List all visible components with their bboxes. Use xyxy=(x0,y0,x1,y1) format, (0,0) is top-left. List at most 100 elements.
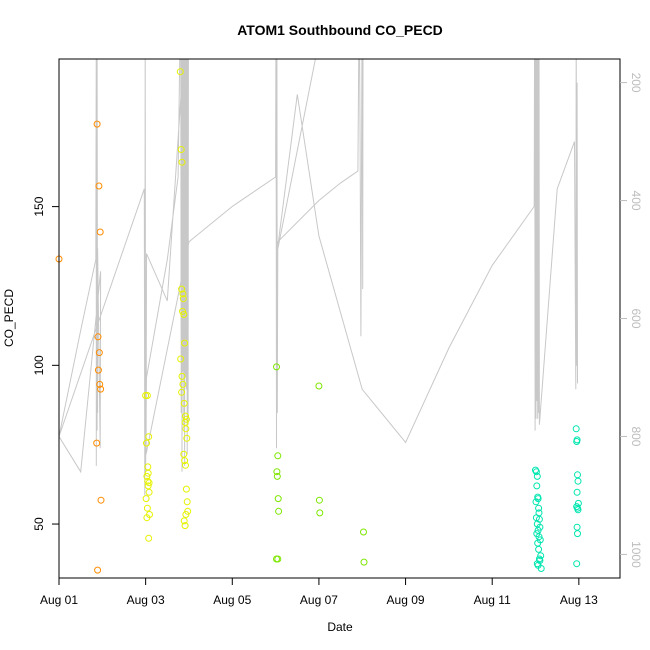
data-point xyxy=(179,380,187,388)
data-point xyxy=(143,392,151,399)
data-point xyxy=(180,399,188,407)
data-point xyxy=(532,468,540,476)
data-point xyxy=(96,228,104,236)
data-point xyxy=(182,425,190,433)
data-point xyxy=(177,146,185,153)
y-tick-label: 50 xyxy=(32,517,46,531)
data-point xyxy=(95,182,103,190)
data-point xyxy=(273,363,280,371)
data-point xyxy=(182,415,190,423)
data-point xyxy=(97,385,105,393)
data-point xyxy=(143,439,150,447)
data-point xyxy=(178,158,186,166)
data-point xyxy=(144,482,152,490)
right-y-tick-label: 1000 xyxy=(629,541,643,568)
data-point xyxy=(145,534,153,542)
data-point xyxy=(182,461,189,469)
data-point xyxy=(94,366,102,374)
right-y-tick-label: 800 xyxy=(629,426,643,446)
data-point xyxy=(574,530,581,538)
data-point xyxy=(275,507,283,515)
data-point xyxy=(93,120,101,128)
right-y-tick-label: 200 xyxy=(629,73,643,93)
data-point xyxy=(144,469,152,477)
pressure-profile-lines xyxy=(59,59,578,496)
data-point xyxy=(572,425,580,433)
data-point xyxy=(181,457,189,465)
data-point xyxy=(535,545,543,553)
x-tick-label: Aug 13 xyxy=(560,593,598,607)
data-point xyxy=(574,477,582,485)
data-point xyxy=(180,517,188,525)
data-point xyxy=(178,388,186,396)
data-point xyxy=(316,509,324,517)
data-point xyxy=(274,495,282,503)
data-point xyxy=(535,533,543,541)
data-point xyxy=(145,433,153,441)
data-point xyxy=(533,472,541,480)
data-point xyxy=(573,438,581,445)
data-point xyxy=(537,552,545,560)
x-tick-label: Aug 07 xyxy=(300,593,338,607)
data-point xyxy=(144,477,152,485)
data-point xyxy=(181,522,189,530)
data-point xyxy=(574,506,582,514)
data-point xyxy=(273,468,281,476)
data-point xyxy=(177,355,185,363)
x-tick-label: Aug 11 xyxy=(474,593,511,607)
data-point xyxy=(360,558,368,566)
data-point xyxy=(274,555,282,563)
pressure-profile-line xyxy=(59,59,578,496)
data-point xyxy=(176,68,184,76)
data-point xyxy=(315,382,323,390)
data-point xyxy=(532,498,540,506)
y-tick-label: 150 xyxy=(32,196,46,216)
data-point xyxy=(360,528,367,536)
y-tick-label: 100 xyxy=(32,355,46,375)
data-point xyxy=(573,488,581,496)
axes: Aug 01 Aug 03 Aug 05 Aug 07 Aug 09 Aug 11 Aug … xyxy=(32,73,643,607)
data-point xyxy=(535,504,543,512)
x-axis-title: Date xyxy=(327,620,353,634)
data-point xyxy=(573,560,581,568)
data-point xyxy=(273,472,281,480)
data-point xyxy=(573,523,581,531)
data-point xyxy=(533,482,541,490)
x-tick-label: Aug 03 xyxy=(127,593,165,607)
data-point xyxy=(315,496,323,504)
data-point xyxy=(180,311,188,318)
data-point xyxy=(142,495,150,503)
data-point xyxy=(95,349,103,357)
data-point xyxy=(145,479,153,487)
right-y-tick-label: 400 xyxy=(629,191,643,211)
data-point xyxy=(183,434,191,442)
data-point xyxy=(93,439,101,447)
chart-title: ATOM1 Southbound CO_PECD xyxy=(237,22,443,38)
data-point xyxy=(178,285,186,293)
data-point xyxy=(145,488,153,496)
data-point xyxy=(94,566,102,574)
data-point xyxy=(143,472,151,480)
x-tick-label: Aug 05 xyxy=(213,593,251,607)
data-point xyxy=(178,372,186,380)
data-point xyxy=(274,452,282,460)
data-point xyxy=(182,511,190,518)
data-point xyxy=(537,565,545,572)
data-point xyxy=(181,339,189,347)
data-point xyxy=(183,498,191,506)
y-axis-title: CO_PECD xyxy=(2,289,16,347)
right-y-tick-label: 600 xyxy=(629,308,643,328)
x-tick-label: Aug 09 xyxy=(387,593,425,607)
data-point xyxy=(179,290,187,298)
scatter-points xyxy=(55,68,582,574)
data-point xyxy=(96,380,104,388)
x-tick-label: Aug 01 xyxy=(40,593,78,607)
data-point xyxy=(179,307,186,315)
data-point xyxy=(97,496,105,504)
data-point xyxy=(182,485,190,493)
data-point xyxy=(143,504,151,512)
data-point xyxy=(574,471,581,479)
data-point xyxy=(143,514,151,522)
data-point xyxy=(179,295,187,303)
